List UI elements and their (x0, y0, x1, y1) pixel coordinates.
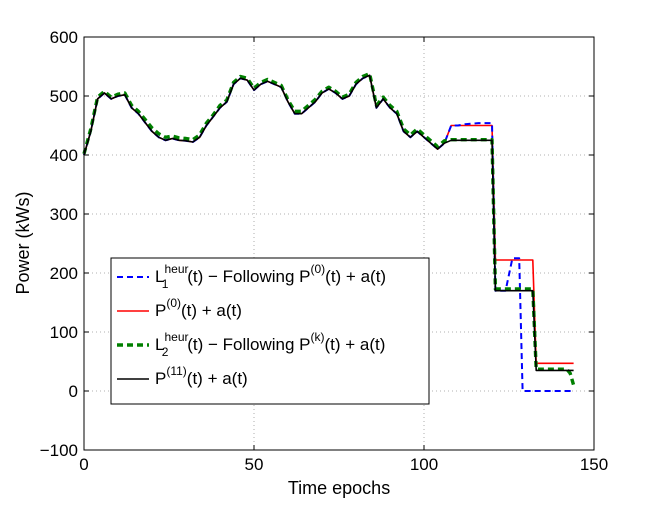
x-tick-label: 0 (79, 455, 88, 474)
legend-label-4: P(11)(t) + a(t) (155, 364, 248, 388)
y-tick-label: 200 (50, 264, 78, 283)
x-axis-label: Time epochs (288, 478, 390, 498)
y-tick-label: 300 (50, 205, 78, 224)
y-tick-label: −100 (40, 441, 78, 460)
legend-box (110, 257, 430, 405)
x-tick-label: 100 (410, 455, 438, 474)
legend-label-2: P(0)(t) + a(t) (155, 296, 242, 320)
y-tick-label: 500 (50, 87, 78, 106)
y-axis-label: Power (kWs) (13, 192, 33, 295)
series-layer (82, 71, 576, 392)
series-line-4 (83, 74, 574, 372)
legend-label-3: Lheur 2 (t) − Following P(k)(t) + a(t) (155, 330, 385, 359)
y-tick-label: 0 (69, 382, 78, 401)
legend-label-1: Lheur 1 (t) − Following P(0)(t) + a(t) (155, 262, 386, 291)
plot-frame (83, 36, 595, 451)
x-tick-label: 50 (245, 455, 264, 474)
y-tick-label: 400 (50, 146, 78, 165)
x-tick-label: 150 (580, 455, 608, 474)
series-line-3 (82, 71, 576, 386)
legend: Lheur 1 (t) − Following P(0)(t) + a(t) P(0)… (110, 257, 430, 405)
y-tick-label: 600 (50, 28, 78, 47)
y-tick-label: 100 (50, 323, 78, 342)
